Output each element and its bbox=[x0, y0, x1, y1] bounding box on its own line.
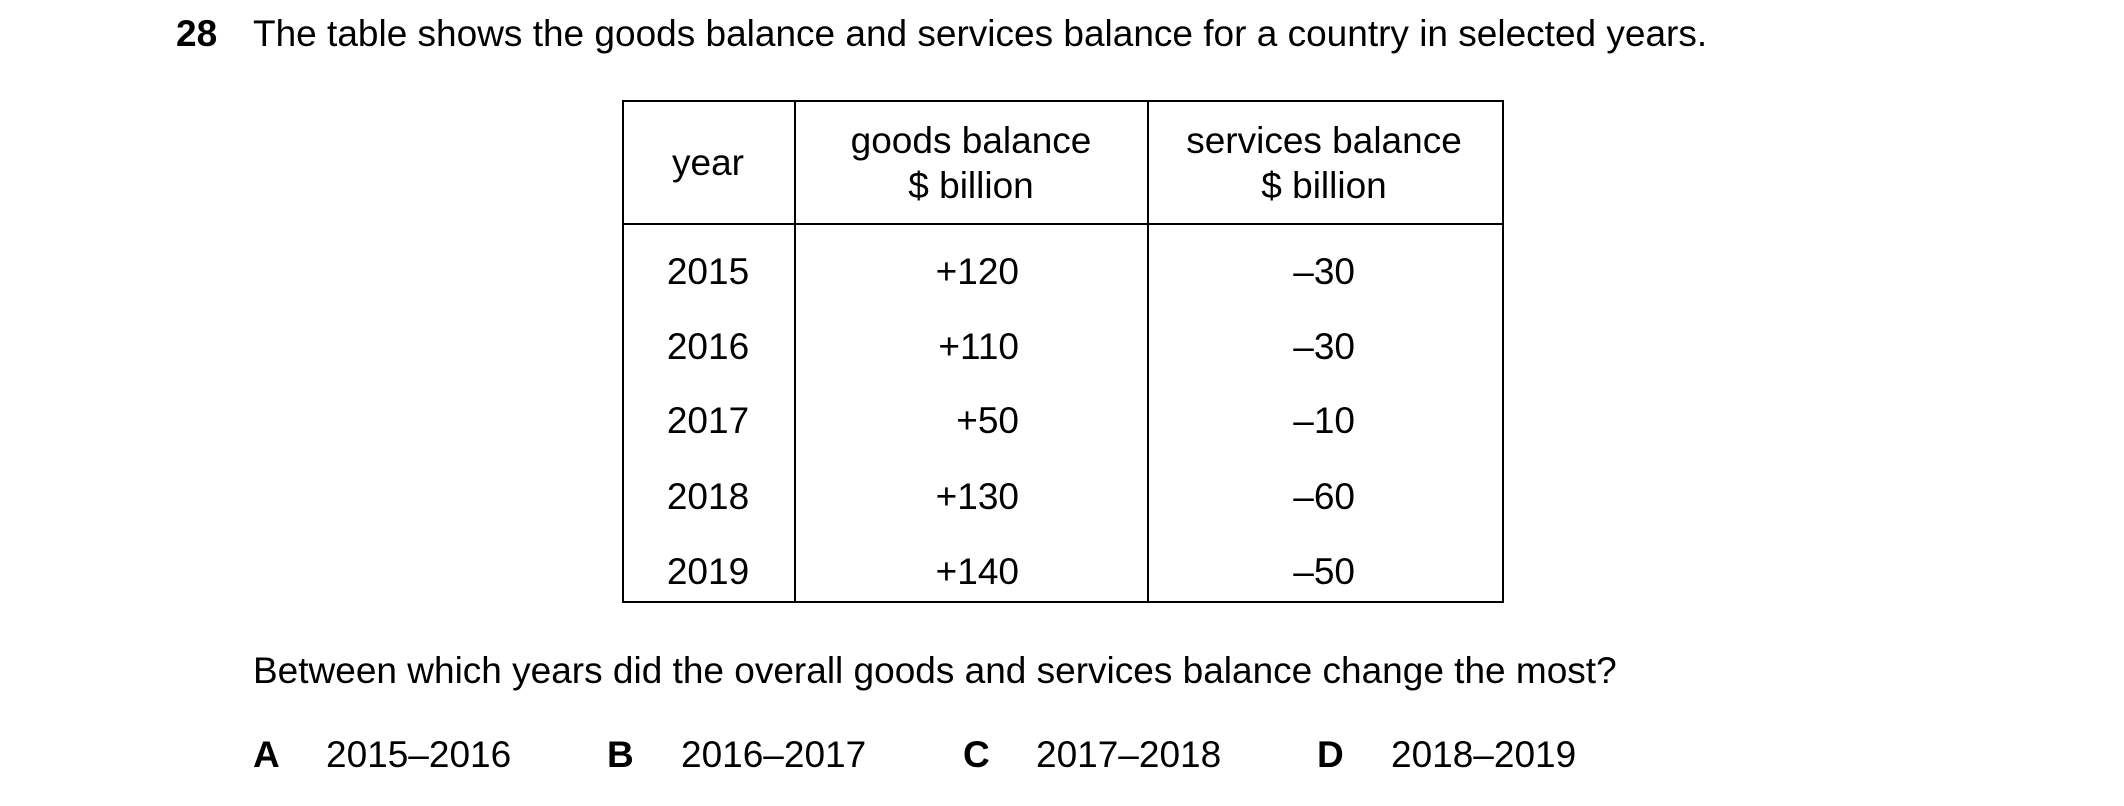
question-number: 28 bbox=[176, 13, 218, 54]
header-line bbox=[622, 223, 1502, 225]
table-cell: +50 bbox=[956, 400, 1019, 441]
table-cell: 2018 bbox=[666, 476, 750, 517]
option-letter: B bbox=[607, 734, 634, 775]
question-prompt: Between which years did the overall good… bbox=[253, 650, 1617, 691]
column-header: services balance bbox=[1186, 120, 1462, 161]
table-border bbox=[622, 100, 1504, 603]
option-text: 2016–2017 bbox=[681, 734, 867, 775]
column-line bbox=[1147, 100, 1149, 601]
question-stem: The table shows the goods balance and se… bbox=[253, 13, 1708, 54]
option-text: 2015–2016 bbox=[326, 734, 512, 775]
table-cell: 2017 bbox=[666, 400, 750, 441]
table-cell: –60 bbox=[1293, 476, 1355, 517]
column-header: $ billion bbox=[1261, 165, 1387, 206]
column-line bbox=[794, 100, 796, 601]
table-cell: 2015 bbox=[666, 251, 750, 292]
table-cell: –30 bbox=[1293, 251, 1355, 292]
option-text: 2018–2019 bbox=[1391, 734, 1577, 775]
column-header: $ billion bbox=[908, 165, 1034, 206]
option-letter: C bbox=[963, 734, 990, 775]
table-cell: +140 bbox=[935, 551, 1019, 592]
table-cell: –30 bbox=[1293, 326, 1355, 367]
table-cell: 2016 bbox=[666, 326, 750, 367]
table-cell: –10 bbox=[1293, 400, 1355, 441]
option-text: 2017–2018 bbox=[1036, 734, 1222, 775]
option-letter: D bbox=[1317, 734, 1344, 775]
table-cell: –50 bbox=[1293, 551, 1355, 592]
table-cell: +130 bbox=[935, 476, 1019, 517]
column-header: goods balance bbox=[850, 120, 1092, 161]
column-header: year bbox=[672, 142, 744, 183]
table-cell: +120 bbox=[935, 251, 1019, 292]
table-cell: 2019 bbox=[666, 551, 750, 592]
table-cell: +110 bbox=[938, 326, 1019, 367]
option-letter: A bbox=[253, 734, 280, 775]
